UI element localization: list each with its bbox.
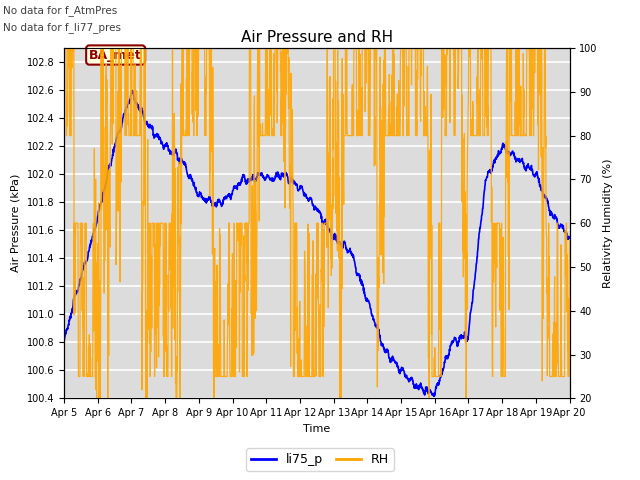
Y-axis label: Air Pressure (kPa): Air Pressure (kPa) xyxy=(11,174,21,272)
Title: Air Pressure and RH: Air Pressure and RH xyxy=(241,30,393,46)
Text: BA_met: BA_met xyxy=(90,48,142,61)
Text: No data for f_li77_pres: No data for f_li77_pres xyxy=(3,22,121,33)
Legend: li75_p, RH: li75_p, RH xyxy=(246,448,394,471)
Text: No data for f_AtmPres: No data for f_AtmPres xyxy=(3,5,118,16)
Y-axis label: Relativity Humidity (%): Relativity Humidity (%) xyxy=(604,158,613,288)
X-axis label: Time: Time xyxy=(303,424,330,433)
